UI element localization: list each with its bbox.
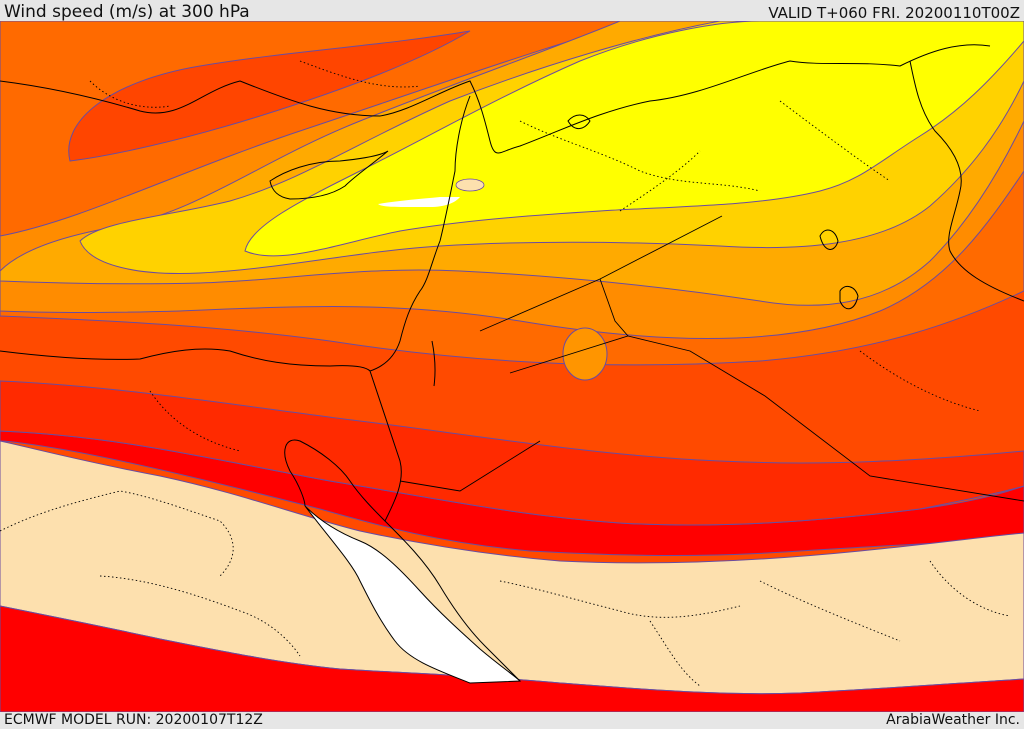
borders <box>399 215 1024 502</box>
coastline-red-sea-east <box>384 520 521 682</box>
coastline-iraq-lakes <box>819 229 839 250</box>
admin-border-9 <box>859 350 981 412</box>
coastline-aqaba <box>431 340 436 387</box>
model-run-label: ECMWF MODEL RUN: 20200107T12Z <box>4 712 263 728</box>
valid-time-label: VALID T+060 FRI. 20200110T00Z <box>768 4 1020 22</box>
wind-band-orange-red-pocket <box>68 30 471 162</box>
admin-border-7 <box>619 150 701 212</box>
wind-pocket-amber <box>562 327 608 381</box>
coastline-lake <box>567 114 591 129</box>
coastline-levant <box>369 95 471 372</box>
map-title: Wind speed (m/s) at 300 hPa <box>4 2 250 22</box>
admin-border-6 <box>519 120 761 192</box>
wind-speed-map <box>0 21 1024 712</box>
wind-band-red-orange <box>0 380 1024 526</box>
coastline-egypt <box>0 348 371 372</box>
coastline-cyprus <box>269 150 389 200</box>
admin-border-5 <box>759 580 901 642</box>
credit-label: ArabiaWeather Inc. <box>886 712 1020 728</box>
coastline-sinai <box>284 370 402 522</box>
red-sea-mask <box>304 505 522 684</box>
coastline-east <box>909 60 1024 302</box>
admin-border-11 <box>89 80 171 108</box>
admin-border-8 <box>779 100 891 182</box>
admin-border-10 <box>149 390 241 452</box>
sea-mask-small <box>378 197 460 207</box>
admin-border-2 <box>99 575 301 657</box>
inland-pocket-calm <box>455 178 485 192</box>
coastlines <box>0 44 1024 682</box>
coastline-turkey <box>0 44 991 154</box>
admin-borders <box>0 60 1011 687</box>
border-saudi-jordan <box>509 335 1024 502</box>
footer-bar: ECMWF MODEL RUN: 20200107T12Z ArabiaWeat… <box>0 712 1024 729</box>
title-bar: Wind speed (m/s) at 300 hPa VALID T+060 … <box>0 0 1024 21</box>
border-sinai <box>399 440 541 492</box>
